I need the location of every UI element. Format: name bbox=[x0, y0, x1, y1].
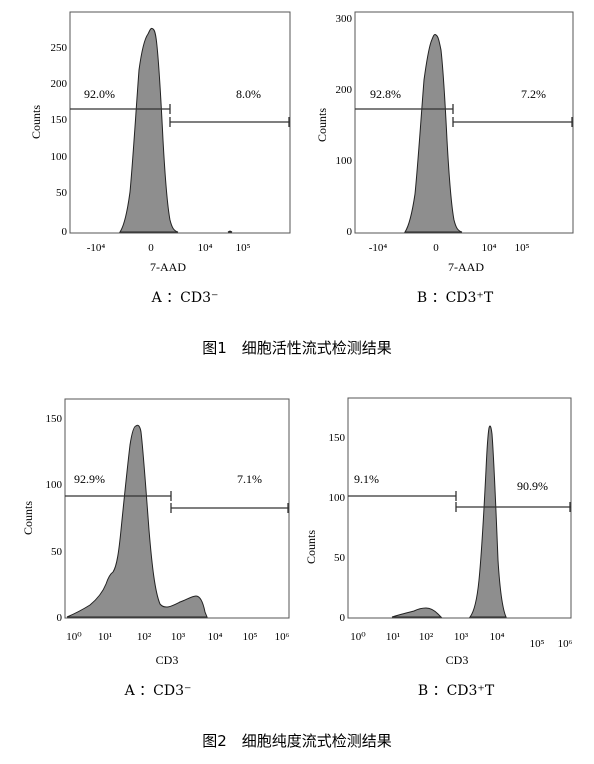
y-tick: 100 bbox=[46, 479, 63, 491]
x-tick: 10² bbox=[419, 631, 434, 643]
x-tick: 10⁴ bbox=[198, 242, 213, 254]
y-axis-label: Counts bbox=[29, 105, 43, 139]
x-tick: 10³ bbox=[171, 631, 186, 643]
x-tick: -10⁴ bbox=[369, 242, 388, 254]
gate-label-left: 92.8% bbox=[370, 87, 401, 101]
x-ticks: 10⁰ 10¹ 10² 10³ 10⁴ 10⁵ 10⁶ bbox=[350, 631, 572, 650]
y-ticks: 0 50 100 150 200 250 bbox=[51, 42, 68, 238]
fig1-panel-b: 92.8% 7.2% Counts 0 100 200 300 -10⁴ 0 1… bbox=[315, 11, 574, 306]
x-tick: -10⁴ bbox=[87, 242, 106, 254]
y-ticks: 0 50 100 150 bbox=[46, 413, 63, 624]
x-tick: 10⁶ bbox=[558, 638, 573, 650]
x-tick: 10⁵ bbox=[530, 638, 545, 650]
y-axis-label: Counts bbox=[304, 530, 318, 564]
fig1-panel-a: 92.0% 8.0% Counts 0 50 100 150 200 250 -… bbox=[29, 11, 291, 306]
x-axis-label: CD3 bbox=[446, 653, 469, 667]
x-tick: 10⁵ bbox=[515, 242, 530, 254]
x-tick: 10⁴ bbox=[490, 631, 505, 643]
fig2-panel-a: 92.9% 7.1% Counts 0 50 100 150 10⁰ 10¹ 1… bbox=[21, 398, 290, 699]
x-axis-label: 7-AAD bbox=[448, 260, 484, 274]
x-ticks: -10⁴ 0 10⁴ 10⁵ bbox=[87, 242, 251, 254]
x-tick: 10⁵ bbox=[243, 631, 258, 643]
y-tick: 100 bbox=[51, 151, 68, 163]
x-tick: 10⁰ bbox=[66, 631, 82, 643]
y-tick: 50 bbox=[51, 546, 63, 558]
y-axis-label: Counts bbox=[21, 501, 35, 535]
figure-1-caption: 图1 细胞活性流式检测结果 bbox=[202, 339, 392, 357]
y-tick: 0 bbox=[347, 226, 353, 238]
gate-label-right: 90.9% bbox=[517, 479, 548, 493]
y-tick: 0 bbox=[340, 612, 346, 624]
y-tick: 200 bbox=[51, 78, 68, 90]
y-tick: 100 bbox=[336, 155, 353, 167]
x-tick: 10³ bbox=[454, 631, 469, 643]
x-axis-label: 7-AAD bbox=[150, 260, 186, 274]
x-tick: 10¹ bbox=[98, 631, 112, 643]
panel-label: A ：CD3⁻ bbox=[124, 683, 192, 699]
x-tick: 10⁰ bbox=[350, 631, 366, 643]
y-axis-label: Counts bbox=[315, 108, 329, 142]
fig2-panel-b: 9.1% 90.9% Counts 0 50 100 150 10⁰ 10¹ 1… bbox=[304, 397, 573, 699]
gate-label-right: 7.2% bbox=[521, 87, 546, 101]
panel-label: B ：CD3⁺T bbox=[417, 290, 494, 306]
gate-label-right: 7.1% bbox=[237, 472, 262, 486]
y-tick: 150 bbox=[51, 114, 68, 126]
y-tick: 0 bbox=[57, 612, 63, 624]
y-tick: 100 bbox=[329, 492, 346, 504]
x-tick: 10⁵ bbox=[236, 242, 251, 254]
histogram-area bbox=[66, 424, 208, 618]
panel-label: A ：CD3⁻ bbox=[151, 290, 219, 306]
gate-label-left: 92.9% bbox=[74, 472, 105, 486]
histogram-area bbox=[404, 34, 463, 233]
x-ticks: -10⁴ 0 10⁴ 10⁵ bbox=[369, 242, 530, 254]
panel-label: B ：CD3⁺T bbox=[418, 683, 495, 699]
y-tick: 50 bbox=[56, 187, 68, 199]
x-tick: 0 bbox=[148, 242, 154, 254]
x-tick: 10⁴ bbox=[482, 242, 497, 254]
y-tick: 300 bbox=[336, 13, 353, 25]
x-tick: 10² bbox=[137, 631, 152, 643]
y-tick: 250 bbox=[51, 42, 68, 54]
y-tick: 200 bbox=[336, 84, 353, 96]
y-tick: 150 bbox=[46, 413, 63, 425]
plot-frame bbox=[347, 397, 572, 619]
y-tick: 0 bbox=[62, 226, 68, 238]
y-tick: 50 bbox=[334, 552, 346, 564]
x-axis-label: CD3 bbox=[156, 653, 179, 667]
histogram-area bbox=[119, 27, 233, 233]
x-tick: 10⁴ bbox=[208, 631, 223, 643]
y-tick: 150 bbox=[329, 432, 346, 444]
x-tick: 0 bbox=[433, 242, 439, 254]
figure-2-caption: 图2 细胞纯度流式检测结果 bbox=[202, 732, 392, 750]
y-ticks: 0 50 100 150 bbox=[329, 432, 346, 624]
histogram-area bbox=[391, 425, 507, 618]
x-tick: 10¹ bbox=[386, 631, 400, 643]
x-ticks: 10⁰ 10¹ 10² 10³ 10⁴ 10⁵ 10⁶ bbox=[66, 631, 289, 643]
x-tick: 10⁶ bbox=[275, 631, 290, 643]
gate-label-left: 9.1% bbox=[354, 472, 379, 486]
y-ticks: 0 100 200 300 bbox=[336, 13, 353, 238]
gate-label-left: 92.0% bbox=[84, 87, 115, 101]
gate-label-right: 8.0% bbox=[236, 87, 261, 101]
